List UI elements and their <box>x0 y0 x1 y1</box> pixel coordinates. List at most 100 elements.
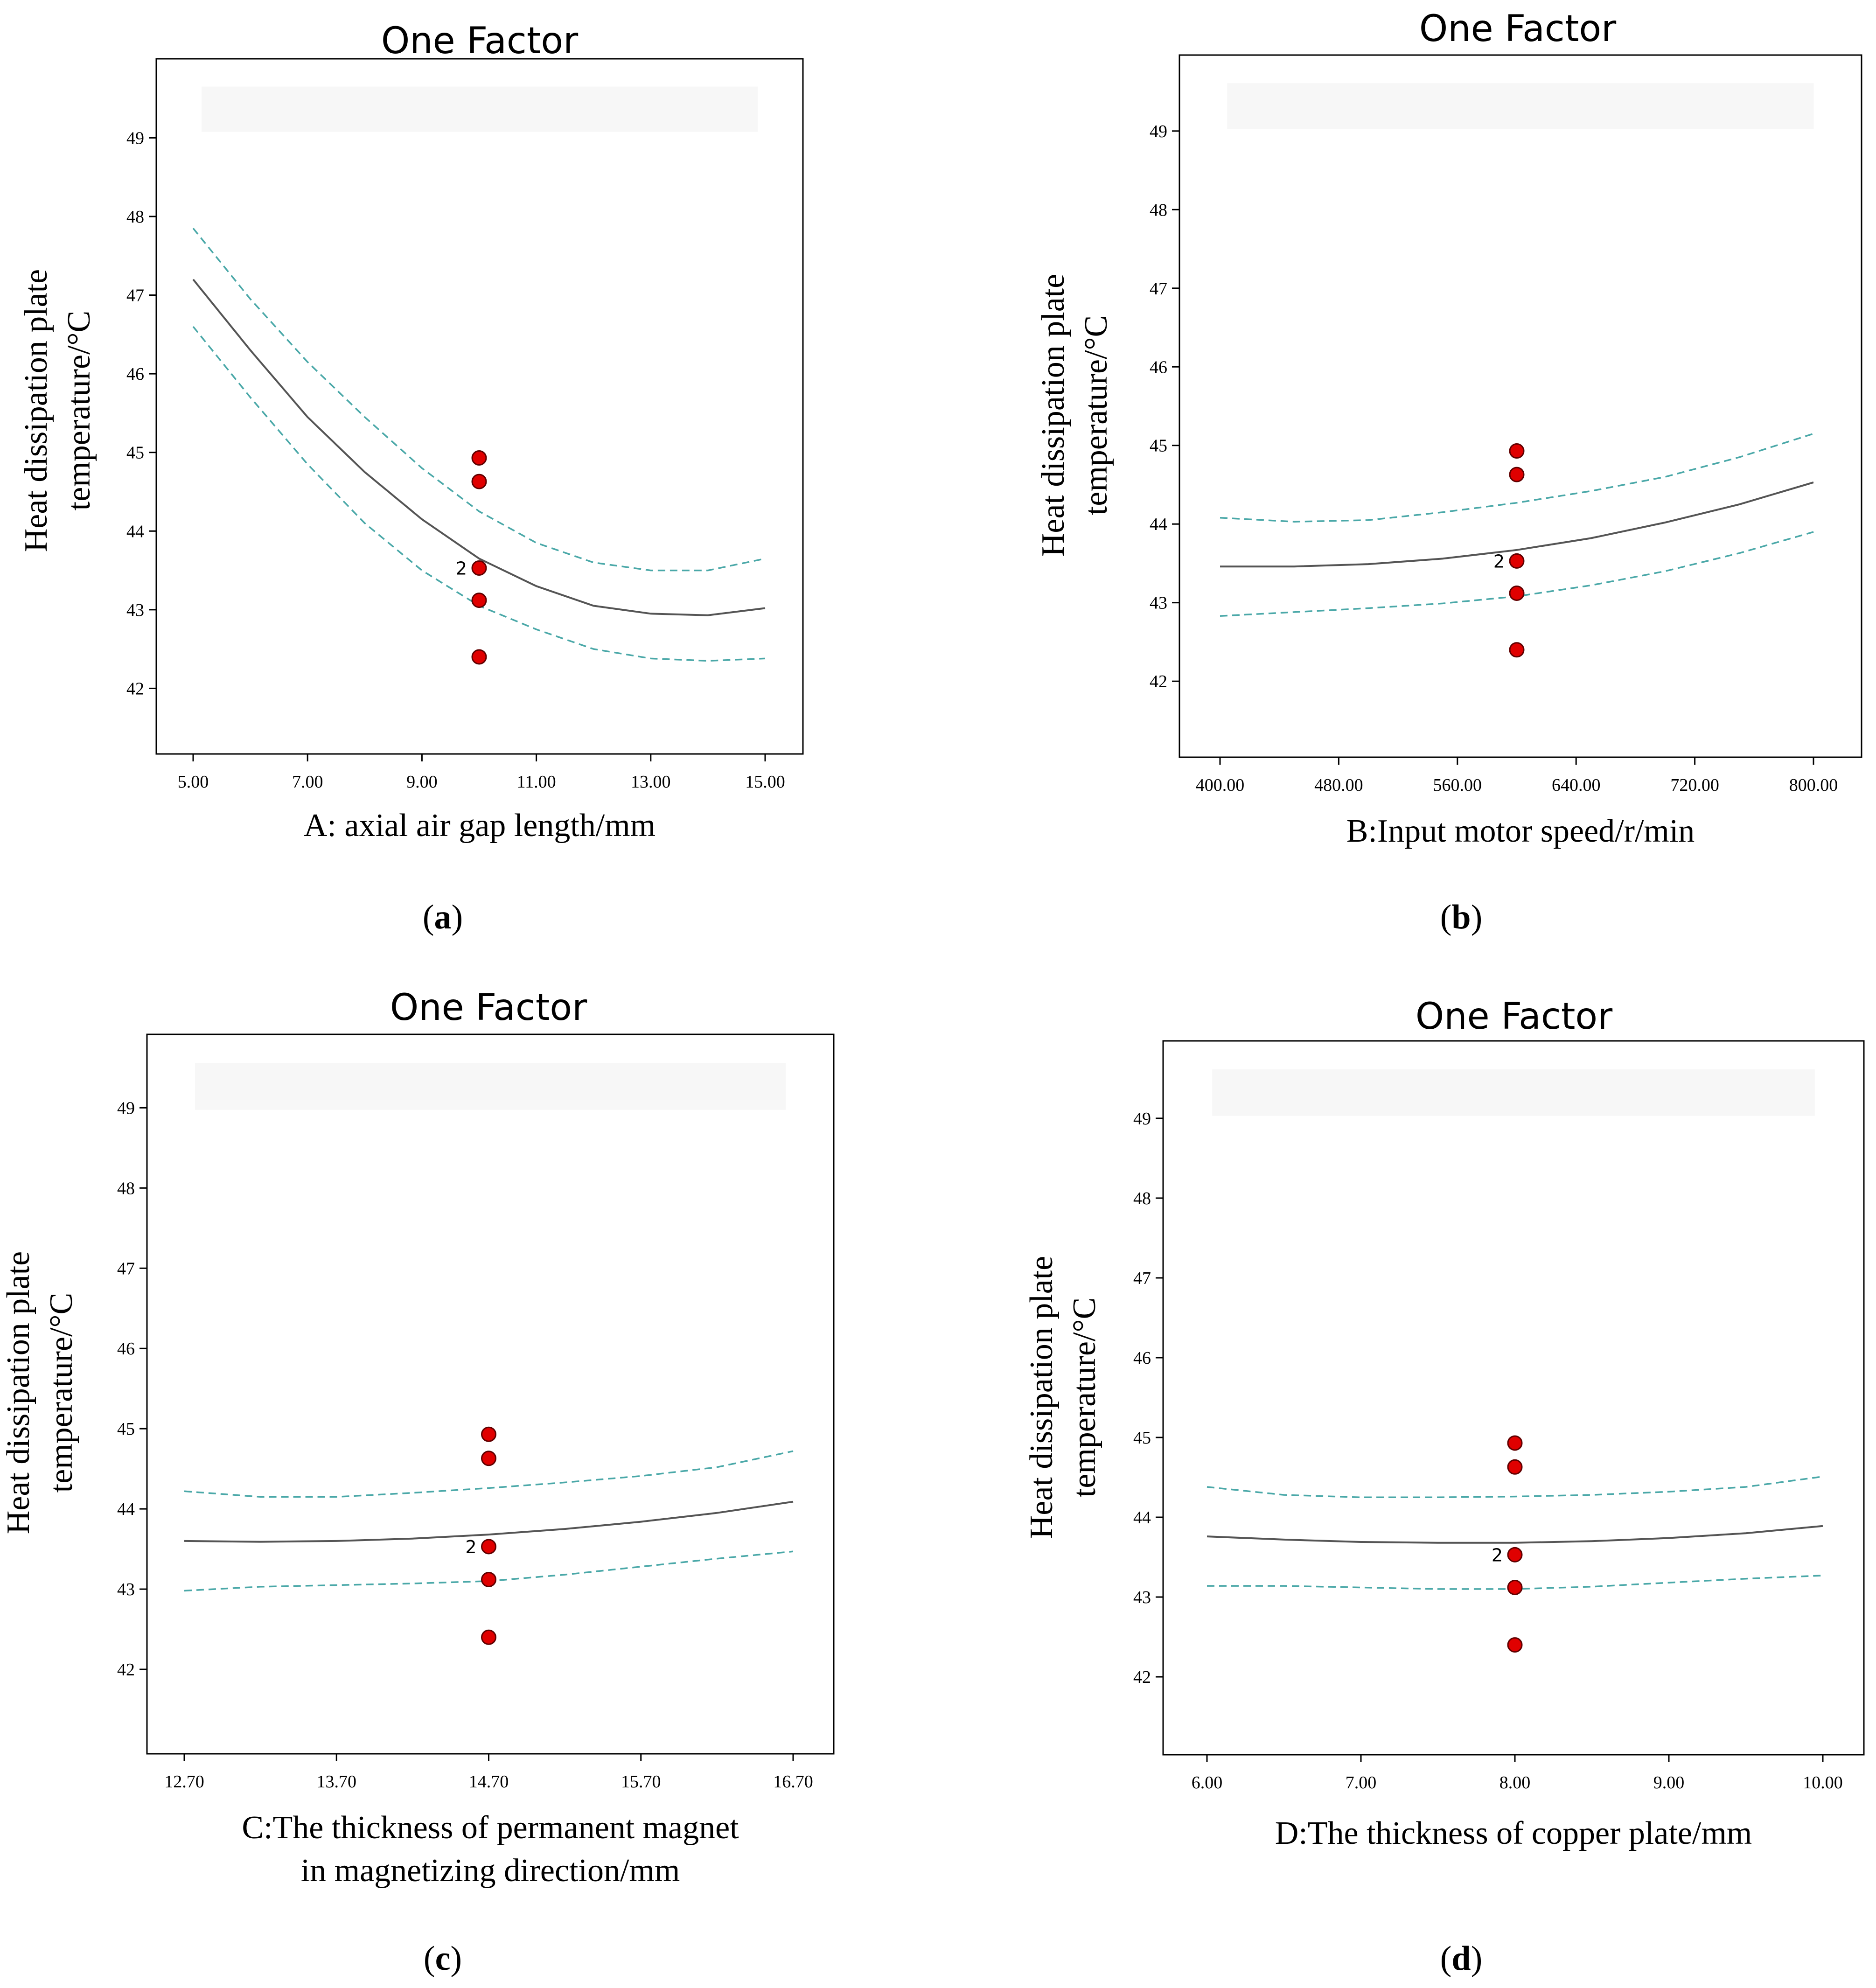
y-tick-label: 45 <box>117 1419 135 1439</box>
y-tick-label: 43 <box>1133 1588 1151 1607</box>
design-point <box>1509 642 1525 658</box>
y-tick-label: 44 <box>117 1500 135 1519</box>
y-axis-label-line: Heat dissipation plate <box>1035 274 1071 557</box>
x-tick-label: 16.70 <box>773 1772 813 1792</box>
prediction-line <box>192 279 766 616</box>
y-tick-label: 42 <box>1150 672 1167 691</box>
panel-label-close: ) <box>450 1939 462 1978</box>
y-axis-label: Heat dissipation plate temperature/°C <box>1035 274 1114 557</box>
y-tick-label: 43 <box>1150 593 1167 613</box>
replicate-count-label: 2 <box>1493 551 1505 572</box>
y-tick-label: 48 <box>117 1179 135 1198</box>
x-tick-label: 400.00 <box>1196 775 1245 795</box>
design-point <box>1509 553 1525 569</box>
y-tick-label: 45 <box>1133 1428 1151 1448</box>
y-tick-label: 49 <box>117 1098 135 1118</box>
design-point <box>471 560 487 576</box>
y-tick-label: 46 <box>117 1339 135 1359</box>
x-tick-label: 7.00 <box>292 772 323 792</box>
y-tick-label: 47 <box>117 1259 135 1278</box>
panel-label: (a) <box>423 898 463 936</box>
panel-label-close: ) <box>1471 898 1483 936</box>
legend-placeholder <box>202 86 758 132</box>
design-point <box>481 1571 496 1587</box>
x-tick-label: 6.00 <box>1192 1773 1223 1793</box>
design-point <box>471 593 487 608</box>
x-tick-label: 15.00 <box>745 772 785 792</box>
panel-label-close: ) <box>1471 1939 1483 1978</box>
chart-title: One Factor <box>1419 8 1617 50</box>
x-axis-label: B:Input motor speed/r/min <box>1346 813 1695 849</box>
design-point <box>481 1451 496 1466</box>
x-axis-label: in magnetizing direction/mm <box>301 1853 680 1889</box>
y-tick-label: 48 <box>1133 1189 1151 1208</box>
prediction-line <box>1220 481 1814 568</box>
panel-label: (b) <box>1440 898 1482 936</box>
chart-title: One Factor <box>381 20 579 62</box>
chart-panel-b: One Factor 42 43 44 45 46 47 48 49 400.00 480.00 56… <box>1035 8 1862 936</box>
x-tick-label: 15.70 <box>621 1772 661 1792</box>
legend-placeholder <box>1227 83 1814 129</box>
design-point <box>481 1426 496 1442</box>
design-point <box>1507 1637 1523 1653</box>
y-tick-label: 45 <box>1150 436 1167 456</box>
prediction-line <box>184 1500 794 1543</box>
chart-title: One Factor <box>1416 996 1613 1038</box>
x-axis-label: C:The thickness of permanent magnet <box>242 1810 739 1846</box>
chart-panel-c: One Factor 42 43 44 45 46 47 48 49 12.70 13.70 14.7… <box>0 987 835 1978</box>
y-tick-label: 47 <box>126 286 144 306</box>
y-tick-label: 44 <box>1150 515 1167 534</box>
y-tick-label: 46 <box>1150 357 1167 377</box>
y-tick-label: 46 <box>126 364 144 384</box>
y-axis-label: Heat dissipation plate temperature/°C <box>18 269 97 552</box>
upper-ci-line <box>184 1450 794 1498</box>
panel-label-open: ( <box>1440 1939 1452 1978</box>
panel-label: (d) <box>1440 1939 1482 1978</box>
upper-ci-line <box>192 228 766 572</box>
x-tick-label: 13.00 <box>631 772 671 792</box>
replicate-count-label: 2 <box>1492 1545 1503 1565</box>
x-tick-label: 9.00 <box>406 772 438 792</box>
design-point <box>481 1629 496 1645</box>
y-axis-label-line: Heat dissipation plate <box>1024 1256 1060 1539</box>
design-point <box>1509 443 1525 459</box>
legend-placeholder <box>195 1063 786 1110</box>
x-tick-label: 720.00 <box>1670 775 1719 795</box>
chart-title: One Factor <box>390 987 587 1029</box>
replicate-count-label: 2 <box>465 1537 476 1557</box>
chart-panel-d: One Factor 42 43 44 45 46 47 48 49 6.00 7.00 8.00 9.… <box>1024 996 1865 1978</box>
panel-label-letter: b <box>1451 898 1471 936</box>
y-axis-label-line: temperature/°C <box>1067 1297 1102 1497</box>
design-point <box>471 649 487 665</box>
design-point <box>1507 1459 1523 1475</box>
y-axis-label-line: temperature/°C <box>1078 315 1114 515</box>
y-tick-label: 49 <box>126 128 144 148</box>
design-point <box>1509 585 1525 601</box>
x-axis-label: A: axial air gap length/mm <box>304 808 656 844</box>
x-tick-label: 10.00 <box>1803 1773 1843 1793</box>
upper-ci-line <box>1206 1476 1823 1499</box>
y-axis-label: Heat dissipation plate temperature/°C <box>0 1251 79 1535</box>
design-point <box>1507 1435 1523 1451</box>
y-tick-label: 48 <box>126 207 144 227</box>
upper-ci-line <box>1220 432 1814 523</box>
x-axis-label: D:The thickness of copper plate/mm <box>1275 1815 1752 1851</box>
panel-label-open: ( <box>1440 898 1452 936</box>
x-tick-label: 7.00 <box>1346 1773 1377 1793</box>
panel-label-close: ) <box>452 898 463 936</box>
design-point <box>471 474 487 489</box>
x-tick-label: 12.70 <box>164 1772 204 1792</box>
prediction-line <box>1206 1525 1823 1544</box>
panel-label-letter: a <box>434 898 452 936</box>
y-tick-label: 44 <box>126 522 144 541</box>
design-point <box>471 450 487 466</box>
y-tick-label: 46 <box>1133 1348 1151 1368</box>
y-axis-label-line: temperature/°C <box>61 311 97 510</box>
panel-label-letter: c <box>435 1939 451 1978</box>
y-axis-label: Heat dissipation plate temperature/°C <box>1024 1256 1102 1539</box>
chart-panel-a: One Factor 42 43 44 45 46 47 48 49 5.00 7.00 9.00 11… <box>18 20 804 936</box>
replicate-count-label: 2 <box>456 558 467 579</box>
panel-label-open: ( <box>423 898 434 936</box>
y-tick-label: 42 <box>126 679 144 698</box>
plot-frame <box>1179 54 1862 758</box>
